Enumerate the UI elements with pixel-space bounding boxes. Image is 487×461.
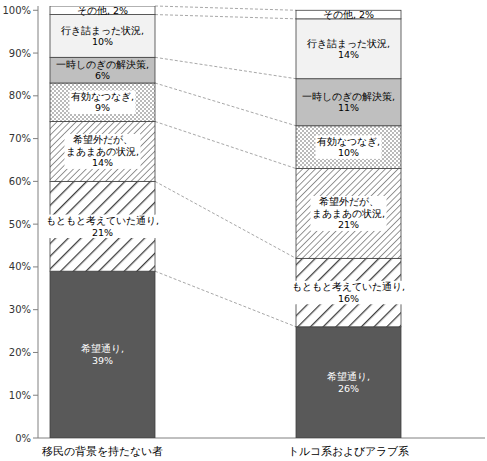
data-label: 希望外だが、まあまあの状況,14% xyxy=(66,134,139,168)
data-label: 希望通り,39% xyxy=(81,343,124,366)
bar-segment: 有効なつなぎ xyxy=(50,83,155,121)
y-tick xyxy=(33,138,38,139)
label-background xyxy=(310,196,386,231)
data-label-group: 有効なつなぎ,9% xyxy=(69,90,135,114)
y-tick-label: 30% xyxy=(9,304,31,315)
y-tick-label: 10% xyxy=(9,390,31,401)
label-background xyxy=(69,90,135,114)
data-label-group: 有効なつなぎ,10% xyxy=(315,135,381,159)
bar-segment: 一時しのぎの解決策 xyxy=(296,79,401,126)
x-tick-label: トルコ系およびアラブ系 xyxy=(288,445,409,458)
y-tick-label: 70% xyxy=(9,133,31,144)
connector xyxy=(155,181,296,258)
y-tick xyxy=(33,266,38,267)
label-background xyxy=(290,281,406,305)
bar-segment: 行き詰まった状況 xyxy=(296,19,401,79)
connector xyxy=(155,6,296,10)
connector xyxy=(155,57,296,78)
data-label-group: 希望通り,26% xyxy=(327,371,370,394)
data-label-group: もともと考えていた通り,21% xyxy=(44,215,160,239)
data-label-group: 希望外だが、まあまあの状況,21% xyxy=(310,196,386,231)
bar-segment: 有効なつなぎ xyxy=(296,126,401,169)
y-tick xyxy=(33,181,38,182)
bar-segment: 一時しのぎの解決策 xyxy=(50,57,155,83)
bar-segment: 希望外だが、まあまあの状況 xyxy=(50,121,155,181)
y-tick xyxy=(33,438,38,439)
y-tick-label: 20% xyxy=(9,347,31,358)
y-tick xyxy=(33,352,38,353)
data-label: その他, 2% xyxy=(77,5,128,16)
y-tick xyxy=(33,395,38,396)
y-tick-label: 50% xyxy=(9,219,31,230)
label-background xyxy=(315,135,381,159)
connector xyxy=(155,121,296,168)
data-label-group: 一時しのぎの解決策,6% xyxy=(56,59,149,82)
y-tick-label: 60% xyxy=(9,176,31,187)
y-tick-label: 0% xyxy=(15,433,31,444)
data-label-group: その他, 2% xyxy=(323,9,374,20)
data-label: 行き詰まった状況,14% xyxy=(307,38,390,61)
y-tick xyxy=(33,224,38,225)
label-background xyxy=(44,215,160,239)
y-axis xyxy=(38,6,39,438)
bar-segment: 希望外だが、まあまあの状況 xyxy=(296,169,401,259)
data-label: 希望外だが、まあまあの状況,21% xyxy=(312,196,385,230)
y-tick-label: 80% xyxy=(9,90,31,101)
chart: 0%10%20%30%40%50%60%70%80%90%100%希望通り希望通… xyxy=(0,0,487,461)
data-label-group: 希望外だが、まあまあの状況,14% xyxy=(64,134,140,169)
data-label: もともと考えていた通り,21% xyxy=(46,215,159,238)
bar-segment: 希望通り xyxy=(296,327,401,438)
data-label: もともと考えていた通り,16% xyxy=(292,281,405,304)
data-label: 有効なつなぎ,10% xyxy=(317,136,380,159)
y-tick xyxy=(33,53,38,54)
y-tick xyxy=(33,95,38,96)
y-tick-label: 40% xyxy=(9,261,31,272)
connector xyxy=(155,83,296,126)
data-label-group: 行き詰まった状況,14% xyxy=(307,38,390,61)
data-label-group: 行き詰まった状況,10% xyxy=(61,25,144,48)
x-tick-label: 移民の背景を持たない者 xyxy=(42,445,163,458)
data-label: その他, 2% xyxy=(323,9,374,20)
data-label-group: もともと考えていた通り,16% xyxy=(290,281,406,305)
y-tick-label: 100% xyxy=(2,5,31,16)
y-tick xyxy=(33,10,38,11)
y-tick-label: 90% xyxy=(9,48,31,59)
bar-segment: 希望通り xyxy=(50,271,155,438)
data-label-group: その他, 2% xyxy=(77,5,128,16)
data-label-group: 希望通り,39% xyxy=(81,343,124,366)
y-tick xyxy=(33,309,38,310)
connector xyxy=(155,15,296,19)
data-label: 行き詰まった状況,10% xyxy=(61,25,144,48)
data-label: 一時しのぎの解決策,11% xyxy=(302,91,395,114)
data-label: 一時しのぎの解決策,6% xyxy=(56,59,149,82)
connector xyxy=(155,271,296,327)
data-label: 希望通り,26% xyxy=(327,371,370,394)
bar-segment: 行き詰まった状況 xyxy=(50,15,155,58)
data-label: 有効なつなぎ,9% xyxy=(71,91,134,114)
data-label-group: 一時しのぎの解決策,11% xyxy=(302,91,395,114)
label-background xyxy=(64,134,140,169)
